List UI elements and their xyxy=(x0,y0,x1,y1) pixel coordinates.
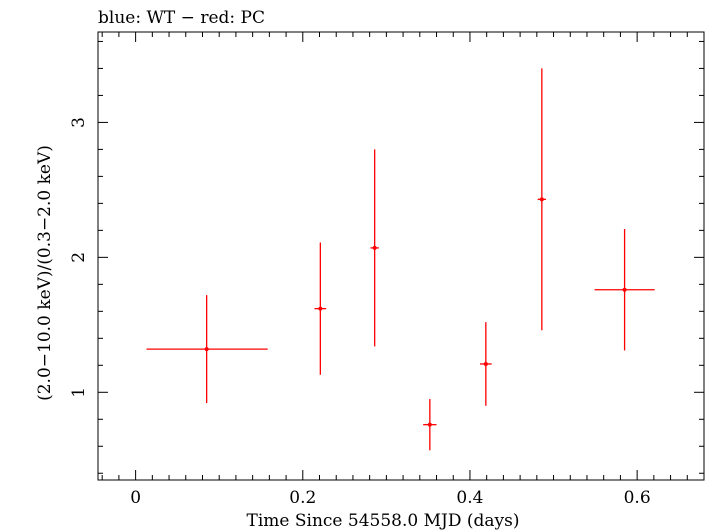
point-marker xyxy=(204,347,209,352)
data-point xyxy=(370,149,379,347)
x-tick-label: 0 xyxy=(130,488,141,508)
point-marker xyxy=(372,245,377,250)
x-tick-label: 0.2 xyxy=(289,488,316,508)
point-marker xyxy=(427,422,432,427)
data-point xyxy=(479,322,492,406)
point-marker xyxy=(539,197,544,202)
plot-frame xyxy=(97,31,705,481)
chart-title: blue: WT − red: PC xyxy=(98,8,265,28)
data-point xyxy=(314,242,327,375)
point-marker xyxy=(483,361,488,366)
data-point xyxy=(537,68,547,331)
data-point xyxy=(594,229,655,351)
data-point xyxy=(146,295,268,404)
y-tick-label: 3 xyxy=(69,117,89,128)
y-tick-label: 2 xyxy=(69,252,89,263)
point-marker xyxy=(318,306,323,311)
x-axis-label: Time Since 54558.0 MJD (days) xyxy=(247,511,520,531)
y-tick-label: 1 xyxy=(69,387,89,398)
y-axis-label: (2.0−10.0 keV)/(0.3−2.0 keV) xyxy=(35,145,55,401)
axes-layer: 0 0.2 0.4 0.6 1 2 3 xyxy=(69,32,705,508)
point-marker xyxy=(622,287,627,292)
data-layer xyxy=(146,68,655,451)
x-tick-label: 0.6 xyxy=(624,488,651,508)
x-tick-label: 0.4 xyxy=(456,488,483,508)
data-point xyxy=(423,399,437,451)
